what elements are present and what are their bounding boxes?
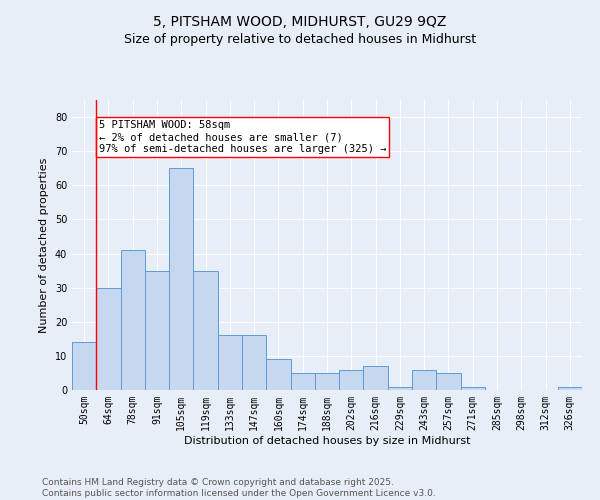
Text: Size of property relative to detached houses in Midhurst: Size of property relative to detached ho… [124, 32, 476, 46]
Bar [266, 360, 290, 390]
Bar [388, 386, 412, 390]
Bar [96, 288, 121, 390]
Y-axis label: Number of detached properties: Number of detached properties [39, 158, 49, 332]
Bar [558, 386, 582, 390]
Bar [412, 370, 436, 390]
Bar [290, 373, 315, 390]
Bar [364, 366, 388, 390]
Bar [145, 270, 169, 390]
Bar [339, 370, 364, 390]
Text: 5, PITSHAM WOOD, MIDHURST, GU29 9QZ: 5, PITSHAM WOOD, MIDHURST, GU29 9QZ [154, 15, 446, 29]
Bar [218, 336, 242, 390]
X-axis label: Distribution of detached houses by size in Midhurst: Distribution of detached houses by size … [184, 436, 470, 446]
Bar [72, 342, 96, 390]
Bar [121, 250, 145, 390]
Bar [193, 270, 218, 390]
Text: 5 PITSHAM WOOD: 58sqm
← 2% of detached houses are smaller (7)
97% of semi-detach: 5 PITSHAM WOOD: 58sqm ← 2% of detached h… [99, 120, 386, 154]
Bar [436, 373, 461, 390]
Text: Contains HM Land Registry data © Crown copyright and database right 2025.
Contai: Contains HM Land Registry data © Crown c… [42, 478, 436, 498]
Bar [461, 386, 485, 390]
Bar [242, 336, 266, 390]
Bar [169, 168, 193, 390]
Bar [315, 373, 339, 390]
